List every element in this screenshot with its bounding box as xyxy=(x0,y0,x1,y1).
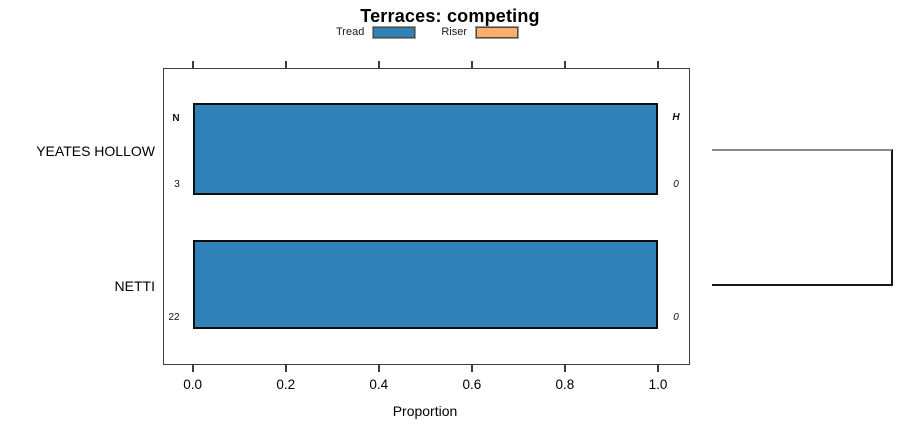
panel-annotation-right-value-2: 0 xyxy=(673,312,679,323)
x-tick-label-0.0: 0.0 xyxy=(183,377,203,392)
top-axis-tick-0.0 xyxy=(191,61,194,68)
panel-annotation-left-value-1: 3 xyxy=(174,179,180,190)
bottom-axis-tick-0.4 xyxy=(377,365,380,372)
legend-swatch-tread xyxy=(372,25,417,39)
x-tick-label-0.4: 0.4 xyxy=(369,377,389,392)
top-axis-tick-0.6 xyxy=(470,61,473,68)
legend-label-tread: Tread xyxy=(336,26,365,38)
bar-tread-netti xyxy=(193,240,658,329)
x-tick-label-0.6: 0.6 xyxy=(462,377,482,392)
category-label-yeates-hollow: YEATES HOLLOW xyxy=(36,143,155,159)
top-axis-tick-0.4 xyxy=(377,61,380,68)
panel-annotation-right-header: H xyxy=(672,112,680,123)
empty-inset-box xyxy=(712,149,893,286)
bottom-axis-tick-0.2 xyxy=(284,365,287,372)
bottom-axis-tick-0.8 xyxy=(563,365,566,372)
legend-item-tread: Tread xyxy=(336,25,417,39)
bottom-axis-tick-1.0 xyxy=(657,365,659,372)
bottom-axis-tick-0.0 xyxy=(191,365,194,372)
top-axis-tick-0.2 xyxy=(284,61,287,68)
panel-annotation-left-value-2: 22 xyxy=(168,312,180,323)
bar-tread-yeates-hollow xyxy=(193,103,658,195)
top-axis-tick-1.0 xyxy=(657,61,659,68)
category-label-netti: NETTI xyxy=(114,278,155,294)
x-tick-label-0.2: 0.2 xyxy=(276,377,296,392)
legend-label-riser: Riser xyxy=(441,26,467,38)
top-axis-tick-0.8 xyxy=(563,61,566,68)
x-tick-label-0.8: 0.8 xyxy=(555,377,575,392)
panel-annotation-left-header: N xyxy=(172,113,180,124)
chart-title: Terraces: competing xyxy=(360,6,540,26)
legend-item-riser: Riser xyxy=(441,25,519,39)
x-axis-title: Proportion xyxy=(392,403,458,419)
panel-annotation-right-value-1: 0 xyxy=(673,179,679,190)
bottom-axis-tick-0.6 xyxy=(470,365,473,372)
legend: Tread Riser xyxy=(336,25,519,39)
legend-swatch-riser xyxy=(475,25,519,39)
x-tick-label-1.0: 1.0 xyxy=(648,377,668,392)
